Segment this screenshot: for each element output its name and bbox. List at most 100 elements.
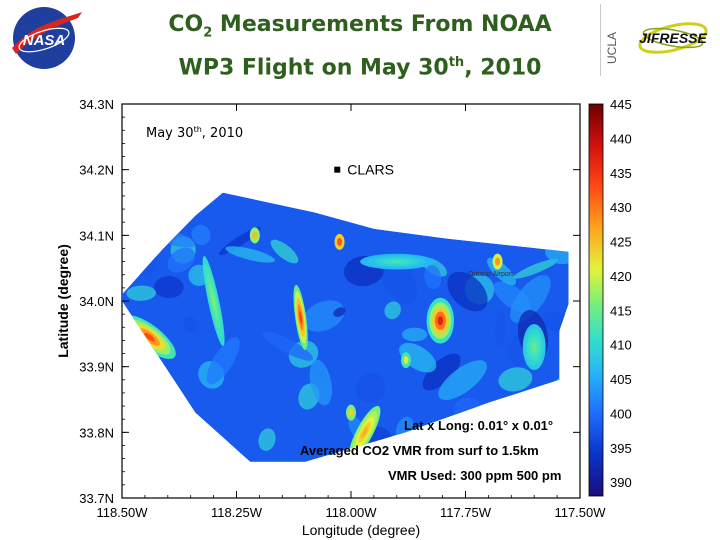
- plume-contour: [531, 342, 537, 352]
- ucla-logo: UCLA: [605, 32, 619, 64]
- x-tick-label: 117.50W: [554, 505, 606, 520]
- y-tick-label: 33.8N: [79, 425, 114, 440]
- concentration-patch: [126, 285, 157, 301]
- hotspot-core: [337, 237, 343, 246]
- plume-layer: [123, 253, 546, 459]
- x-tick-label: 118.00W: [325, 505, 377, 520]
- plume-contour: [437, 316, 444, 326]
- plume: [360, 253, 434, 270]
- y-tick-label: 34.2N: [79, 163, 114, 178]
- colorbar-tick-labels: 445 440 435 430 425 420 415 410 405 400 395 390: [610, 97, 632, 490]
- jifresse-logo: JIFRESSE: [638, 22, 708, 54]
- concentration-patch: [303, 300, 345, 332]
- jifresse-logo-ring: [638, 22, 708, 54]
- concentration-patch: [422, 353, 461, 391]
- ucla-logo-text: UCLA: [605, 32, 619, 64]
- y-tick-label: 34.1N: [79, 228, 114, 243]
- concentration-patch: [262, 331, 314, 361]
- nasa-logo: NASA: [12, 7, 82, 69]
- concentration-patch: [399, 342, 437, 373]
- concentration-patch: [206, 337, 240, 385]
- plot-date-suffix: , 2010: [202, 126, 243, 141]
- vmr-annotation: VMR Used: 300 ppm 500 pm: [388, 468, 561, 483]
- x-tick-label: 117.75W: [440, 505, 492, 520]
- clars-site-marker: [334, 166, 341, 173]
- concentration-patch: [356, 372, 386, 403]
- concentration-patch: [401, 327, 428, 342]
- concentration-patch: [513, 258, 559, 279]
- hotspot-core: [348, 408, 354, 417]
- concentration-patch: [309, 359, 333, 406]
- hotspot-core: [495, 257, 501, 266]
- y-tick-labels: 34.3N 34.2N 34.1N 34.0N 33.9N 33.8N 33.7N: [79, 97, 114, 506]
- colorbar-tick-label: 410: [610, 338, 632, 353]
- concentration-patch: [225, 246, 275, 263]
- y-tick-label: 34.0N: [79, 294, 114, 309]
- concentration-patch: [258, 428, 276, 451]
- title-co-subscript: 2: [203, 25, 213, 41]
- concentration-patch: [191, 224, 211, 246]
- logo-divider: [600, 4, 601, 76]
- y-axis-label: Latitude (degree): [55, 244, 71, 358]
- colorbar-tick-label: 400: [610, 406, 632, 421]
- clars-site-label: CLARS: [347, 162, 394, 178]
- colorbar-tick-label: 390: [610, 475, 632, 490]
- hotspot-core: [403, 356, 409, 365]
- x-axis-label: Longitude (degree): [302, 522, 420, 538]
- y-tick-label: 33.9N: [79, 360, 114, 375]
- title-flight: WP3 Flight on May 30: [178, 55, 449, 81]
- concentration-patch: [167, 247, 196, 273]
- plume: [202, 256, 225, 346]
- colorbar-tick-label: 395: [610, 441, 632, 456]
- title-line-1: CO2 Measurements From NOAA: [140, 10, 580, 48]
- colorbar-tick-label: 405: [610, 372, 632, 387]
- nasa-logo-text: NASA: [23, 32, 66, 49]
- slide-title: CO2 Measurements From NOAA WP3 Flight on…: [140, 10, 580, 84]
- concentration-patch: [498, 367, 533, 392]
- colorbar: [588, 103, 604, 497]
- colorbar-tick-label: 435: [610, 166, 632, 181]
- plume-contour: [299, 310, 303, 324]
- plot-date-label: May 30th, 2010: [146, 125, 243, 141]
- title-th-superscript: th: [448, 55, 465, 71]
- y-tick-label: 34.3N: [79, 97, 114, 112]
- jifresse-logo-text: JIFRESSE: [639, 30, 707, 46]
- concentration-patch: [510, 275, 551, 323]
- colorbar-tick-label: 425: [610, 235, 632, 250]
- nasa-logo-orbit: [18, 27, 70, 53]
- average-annotation: Averaged CO2 VMR from surf to 1.5km: [300, 443, 539, 458]
- plume-contour: [389, 260, 405, 264]
- concentration-patch: [154, 276, 184, 299]
- x-tick-label: 118.25W: [211, 505, 263, 520]
- x-tick-labels: 118.50W 118.25W 118.00W 117.75W 117.50W: [96, 505, 606, 520]
- plume: [426, 297, 455, 344]
- plume: [349, 405, 381, 459]
- title-measurements: Measurements From NOAA: [212, 12, 552, 37]
- resolution-annotation: Lat x Long: 0.01° x 0.01°: [404, 418, 553, 433]
- plot-date-superscript: th: [194, 125, 202, 134]
- colorbar-tick-label: 445: [610, 97, 632, 112]
- colorbar-tick-label: 420: [610, 269, 632, 284]
- concentration-patch: [183, 316, 197, 333]
- title-line-2: WP3 Flight on May 30th, 2010: [140, 48, 580, 83]
- plume-contour: [361, 427, 368, 438]
- axis-ticks: [121, 103, 581, 499]
- colorbar-tick-label: 440: [610, 131, 632, 146]
- title-year: , 2010: [464, 55, 542, 81]
- plume-contour: [144, 332, 155, 342]
- concentration-patch: [270, 239, 299, 264]
- ontario-airport-label: Ontario Airport: [468, 271, 513, 278]
- concentration-patch: [333, 307, 346, 317]
- jifresse-logo-ring-inner: [642, 27, 704, 49]
- concentration-patch: [438, 360, 487, 401]
- y-tick-label: 33.7N: [79, 491, 114, 506]
- x-tick-label: 118.50W: [96, 505, 148, 520]
- colorbar-tick-label: 415: [610, 303, 632, 318]
- nasa-logo-vector: [12, 12, 82, 54]
- plume: [123, 315, 176, 359]
- plot-date-prefix: May 30: [146, 126, 194, 141]
- plume-contour: [211, 292, 216, 310]
- title-co: CO: [168, 12, 204, 37]
- plume: [293, 284, 308, 350]
